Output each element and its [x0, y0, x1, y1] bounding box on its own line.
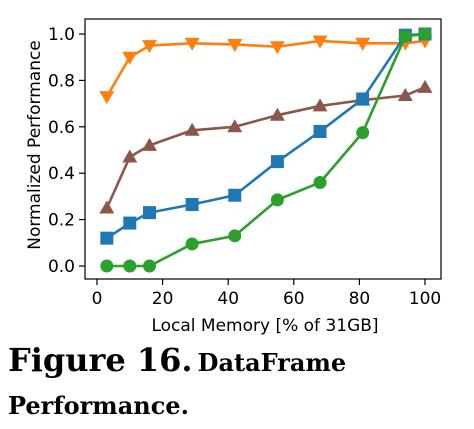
y-tick-label: 0.6 [48, 118, 75, 138]
y-tick-label: 0.0 [48, 257, 75, 277]
data-point [142, 206, 156, 220]
data-point [185, 198, 199, 212]
x-tick-label: 40 [217, 289, 239, 309]
data-point [123, 259, 137, 273]
y-tick-label: 0.4 [48, 164, 75, 184]
data-point [270, 193, 284, 207]
x-tick-label: 100 [409, 289, 441, 309]
plot-frame [84, 18, 442, 280]
data-point [100, 259, 114, 273]
series-line [105, 86, 426, 209]
series-triangle-up [99, 79, 433, 214]
data-point [313, 124, 327, 138]
data-point [313, 175, 327, 189]
y-tick-label: 0.8 [48, 71, 75, 91]
data-point [269, 41, 285, 55]
data-point [312, 35, 328, 49]
series-line [105, 39, 426, 98]
data-point [397, 87, 413, 101]
data-point [356, 92, 370, 106]
data-point [355, 37, 371, 51]
chart: 0 20 40 60 80 100 0.0 0.2 0.4 0.6 0.8 1.0 Local Me… [25, 18, 442, 336]
x-tick-label: 60 [283, 289, 305, 309]
data-point [227, 38, 243, 52]
series-circle [100, 27, 432, 273]
x-tick-label: 20 [152, 289, 174, 309]
data-point [270, 155, 284, 169]
series-line [106, 32, 426, 240]
data-point [398, 29, 412, 43]
data-point [312, 98, 328, 112]
x-axis-title: Local Memory [% of 31GB] [151, 316, 378, 336]
data-point [269, 107, 285, 121]
data-point [228, 188, 242, 202]
x-tick-label: 0 [92, 289, 103, 309]
series-line [106, 32, 426, 268]
data-point [184, 122, 200, 136]
y-axis-title: Normalized Performance [25, 40, 45, 250]
figure-caption: Figure 16. DataFrame Performance. [8, 340, 468, 429]
data-point [142, 259, 156, 273]
data-point [99, 91, 115, 105]
figure-title: DataFrame Performance. [8, 348, 347, 420]
data-point [356, 126, 370, 140]
data-point [99, 200, 115, 214]
data-point [122, 51, 138, 65]
data-point [122, 149, 138, 163]
data-point [228, 229, 242, 243]
data-point [141, 40, 157, 54]
series-square [100, 27, 432, 245]
data-point [141, 137, 157, 151]
data-point [227, 119, 243, 133]
plot-area [84, 18, 442, 280]
data-point [123, 216, 137, 230]
data-point [185, 237, 199, 251]
x-axis: 0 20 40 60 80 100 [92, 279, 441, 309]
data-point [100, 231, 114, 245]
y-axis: 0.0 0.2 0.4 0.6 0.8 1.0 [48, 25, 85, 277]
y-tick-label: 1.0 [48, 25, 75, 45]
data-point [417, 79, 433, 93]
series-layer [99, 27, 433, 273]
y-tick-label: 0.2 [48, 211, 75, 231]
data-point [184, 37, 200, 51]
figure-number: Figure 16. [8, 341, 193, 379]
data-point [418, 27, 432, 41]
x-tick-label: 80 [349, 289, 371, 309]
